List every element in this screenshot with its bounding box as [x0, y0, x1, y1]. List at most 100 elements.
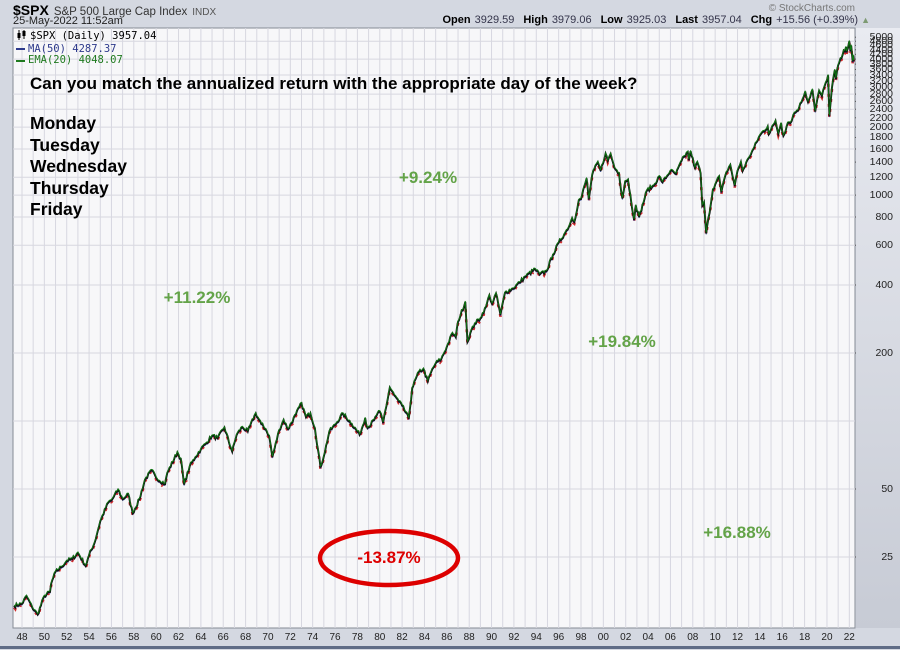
legend-ema20-row: EMA(20) 4048.07	[16, 54, 156, 67]
price-axis-label: 3600	[869, 63, 893, 76]
return-label: +9.24%	[398, 168, 458, 187]
year-axis-label: 64	[195, 632, 207, 643]
year-axis-label: 16	[776, 632, 788, 643]
year-axis-label: 96	[553, 632, 565, 643]
quote-open-label: Open	[442, 14, 471, 26]
price-axis-label: 4600	[869, 39, 893, 52]
year-axis-label: 56	[105, 632, 117, 643]
price-axis-label: 4000	[869, 53, 893, 66]
price-axis-label: 3800	[869, 58, 893, 71]
year-axis-label: 02	[620, 632, 632, 643]
year-axis-label: 94	[530, 632, 542, 643]
timestamp: 25-May-2022 11:52am	[13, 15, 123, 27]
price-axis-label: 5000	[869, 31, 893, 44]
quote-chg-value: +15.56 (+0.39%)	[776, 14, 859, 26]
day-label-thursday: Thursday	[30, 177, 109, 198]
price-axis-label: 1800	[869, 131, 893, 144]
quote-high-label: High	[523, 14, 548, 26]
price-axis-label: 1400	[869, 156, 893, 169]
quote-chg-label: Chg	[750, 14, 773, 26]
legend-ema20-label: EMA(20) 4048.07	[28, 54, 123, 66]
price-axis-label: 600	[875, 239, 893, 252]
price-axis-label: 1200	[869, 171, 893, 184]
year-axis-label: 92	[508, 632, 520, 643]
quote-low-label: Low	[600, 14, 623, 26]
year-axis-label: 52	[61, 632, 73, 643]
day-label-wednesday: Wednesday	[30, 156, 127, 176]
year-axis-label: 48	[16, 632, 28, 643]
year-axis-label: 22	[843, 632, 855, 643]
year-axis-label: 88	[463, 632, 475, 643]
price-axis-label: 3200	[869, 75, 893, 87]
price-axis-label: 1000	[869, 189, 893, 202]
price-axis-label: 2800	[869, 88, 893, 101]
price-axis-label: 4200	[869, 48, 893, 61]
legend-price-label: $SPX (Daily) 3957.04	[30, 30, 157, 42]
chart-legend: $SPX (Daily) 3957.04 MA(50) 4287.37 EMA(…	[16, 30, 156, 67]
year-axis-label: 90	[485, 632, 498, 643]
year-axis-label: 20	[821, 632, 833, 643]
highlight-ellipse	[317, 528, 461, 588]
price-axis-label: 800	[875, 211, 893, 223]
legend-ma50-row: MA(50) 4287.37	[16, 43, 156, 56]
ma50-line-icon	[16, 48, 25, 51]
year-axis-label: 70	[262, 632, 274, 643]
title-line: $SPX S&P 500 Large Cap Index INDX	[13, 2, 216, 20]
question-text: Can you match the annualized return with…	[30, 74, 638, 93]
year-axis-label: 62	[172, 632, 185, 643]
year-axis-label: 98	[575, 632, 587, 643]
year-axis: 48 50 52 54 56 58 60 62 64 66 68 70 72 74 76 78 80 82 84 86…	[0, 628, 900, 648]
copyright: © StockCharts.com	[768, 3, 855, 14]
days-list: Monday Tuesday Wednesday Thursday Friday	[30, 113, 127, 221]
day-label-monday: Monday	[30, 113, 97, 133]
year-axis-label: 14	[754, 632, 766, 643]
price-axis-label: 2000	[869, 121, 893, 134]
year-axis-label: 18	[799, 632, 811, 643]
return-label: +16.88%	[703, 523, 771, 542]
quote-low-value: 3925.03	[626, 14, 667, 26]
change-up-icon: ▲	[861, 15, 870, 25]
price-axis: 5000 4800 4600 4400 4200 4000 3800 3600 3400 3200…	[856, 28, 900, 628]
year-axis-label: 60	[150, 632, 162, 643]
year-axis-label: 78	[351, 632, 363, 643]
price-axis-label: 2200	[869, 111, 893, 124]
price-axis-label: 3400	[869, 69, 893, 82]
year-axis-label: 76	[329, 632, 341, 643]
year-axis-label: 04	[642, 632, 654, 643]
chart-header: $SPX S&P 500 Large Cap Index INDX © StockC…	[0, 0, 900, 28]
year-axis-label: 10	[709, 632, 721, 643]
year-axis-label: 00	[597, 632, 609, 643]
price-axis-label: 3000	[869, 81, 893, 94]
year-axis-label: 66	[217, 632, 229, 643]
candlestick-icon	[16, 30, 27, 44]
year-axis-label: 12	[731, 632, 744, 643]
price-axis-label: 2400	[869, 103, 893, 116]
day-label-tuesday: Tuesday	[30, 134, 100, 155]
price-axis-label: 25	[881, 551, 893, 563]
return-label-circled: -13.87%	[357, 548, 421, 567]
year-axis-label: 50	[38, 632, 50, 643]
ema20-line-icon	[16, 59, 25, 62]
bottom-rule	[0, 646, 900, 649]
symbol: $SPX	[13, 2, 49, 18]
year-axis-label: 68	[240, 632, 252, 643]
price-axis-label: 4400	[869, 43, 893, 56]
year-axis-label: 80	[374, 632, 386, 643]
price-axis-label: 400	[875, 279, 893, 291]
year-axis-label: 84	[418, 632, 431, 643]
price-axis-label: 4800	[869, 35, 893, 48]
return-label: +19.84%	[588, 332, 656, 351]
quote-last-label: Last	[675, 14, 698, 26]
quote-open-value: 3929.59	[474, 14, 515, 26]
quote-bar: Open 3929.59 High 3979.06 Low 3925.03 Last 3957…	[433, 14, 870, 26]
year-axis-label: 82	[396, 632, 408, 643]
year-axis-label: 74	[307, 632, 319, 643]
index-name: S&P 500 Large Cap Index	[53, 6, 188, 18]
price-axis-label: 200	[875, 347, 893, 359]
year-axis-label: 08	[687, 632, 699, 643]
quote-last-value: 3957.04	[701, 14, 742, 26]
year-axis-label: 54	[83, 632, 95, 643]
exchange-tag: INDX	[192, 7, 217, 18]
